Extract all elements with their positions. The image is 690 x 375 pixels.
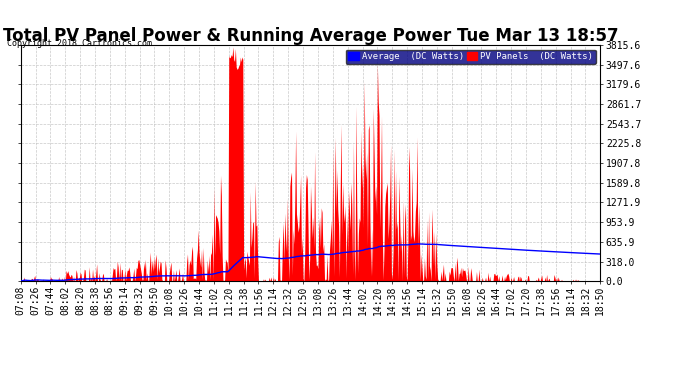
Legend: Average  (DC Watts), PV Panels  (DC Watts): Average (DC Watts), PV Panels (DC Watts): [346, 50, 595, 64]
Title: Total PV Panel Power & Running Average Power Tue Mar 13 18:57: Total PV Panel Power & Running Average P…: [3, 27, 618, 45]
Text: Copyright 2018 Cartronics.com: Copyright 2018 Cartronics.com: [7, 39, 152, 48]
